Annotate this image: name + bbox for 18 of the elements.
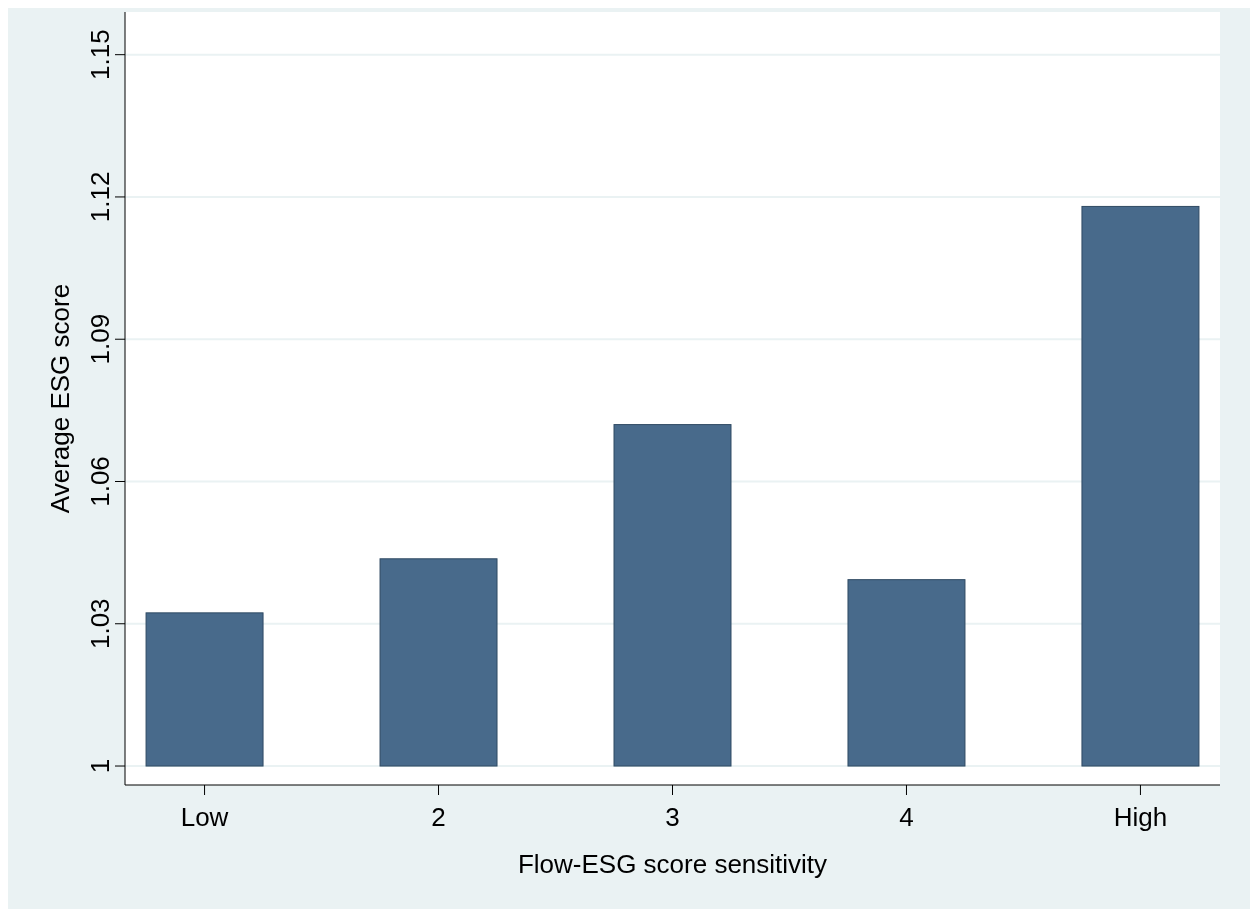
x-tick-label: 3 <box>665 802 680 832</box>
x-axis-title: Flow-ESG score sensitivity <box>517 849 828 879</box>
y-tick-label: 1.06 <box>85 456 115 507</box>
y-tick-label: 1.03 <box>85 598 115 650</box>
y-tick-label: 1 <box>85 758 115 774</box>
bar <box>847 579 966 767</box>
x-tick-label: High <box>1113 802 1168 832</box>
y-tick-label: 1.09 <box>85 313 115 365</box>
bar <box>145 612 264 767</box>
bar <box>1081 205 1200 767</box>
x-tick-label: Low <box>180 802 229 832</box>
x-tick-label: 4 <box>899 802 914 832</box>
y-axis-title: Average ESG score <box>45 283 75 514</box>
y-tick-label: 1.15 <box>85 29 115 80</box>
y-tick-label: 1.12 <box>85 171 115 223</box>
bar <box>379 558 498 767</box>
x-tick-label: 2 <box>431 802 446 832</box>
bar <box>613 424 732 767</box>
